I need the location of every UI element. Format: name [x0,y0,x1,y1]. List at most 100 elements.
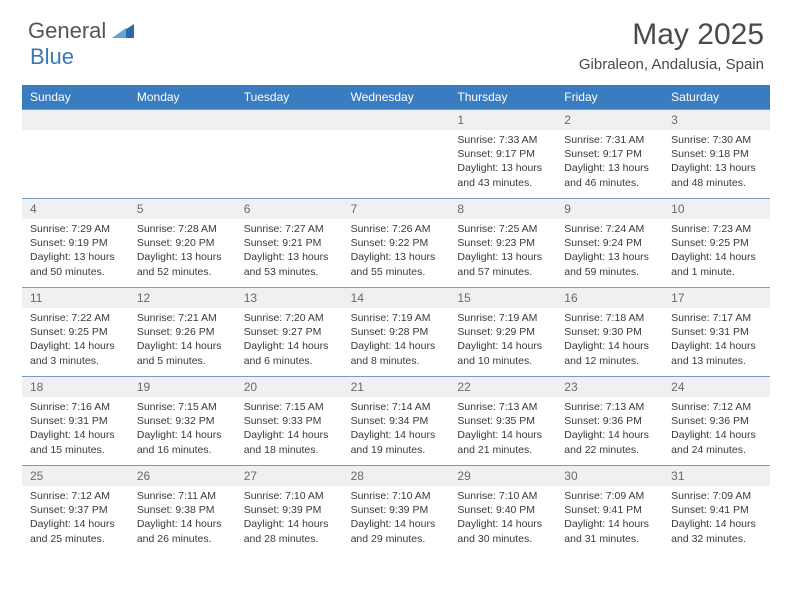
sunset-text: Sunset: 9:22 PM [351,236,442,250]
day-details: Sunrise: 7:18 AMSunset: 9:30 PMDaylight:… [556,308,663,372]
sunset-text: Sunset: 9:37 PM [30,503,121,517]
sunset-text: Sunset: 9:30 PM [564,325,655,339]
sunset-text: Sunset: 9:36 PM [671,414,762,428]
daylight-text: Daylight: 14 hours and 18 minutes. [244,428,335,456]
day-number [22,110,129,130]
day-number: 4 [22,199,129,219]
sunset-text: Sunset: 9:26 PM [137,325,228,339]
day-details: Sunrise: 7:31 AMSunset: 9:17 PMDaylight:… [556,130,663,194]
day-cell [22,110,129,198]
sunset-text: Sunset: 9:34 PM [351,414,442,428]
daylight-text: Daylight: 14 hours and 10 minutes. [457,339,548,367]
sunrise-text: Sunrise: 7:11 AM [137,489,228,503]
day-number: 24 [663,377,770,397]
day-details: Sunrise: 7:09 AMSunset: 9:41 PMDaylight:… [663,486,770,550]
sunrise-text: Sunrise: 7:16 AM [30,400,121,414]
day-number: 14 [343,288,450,308]
sunrise-text: Sunrise: 7:25 AM [457,222,548,236]
sunrise-text: Sunrise: 7:27 AM [244,222,335,236]
sunrise-text: Sunrise: 7:13 AM [564,400,655,414]
day-cell: 2Sunrise: 7:31 AMSunset: 9:17 PMDaylight… [556,110,663,198]
sunset-text: Sunset: 9:36 PM [564,414,655,428]
day-cell: 7Sunrise: 7:26 AMSunset: 9:22 PMDaylight… [343,199,450,287]
daylight-text: Daylight: 14 hours and 30 minutes. [457,517,548,545]
day-details: Sunrise: 7:21 AMSunset: 9:26 PMDaylight:… [129,308,236,372]
day-details: Sunrise: 7:15 AMSunset: 9:33 PMDaylight:… [236,397,343,461]
sunrise-text: Sunrise: 7:10 AM [244,489,335,503]
weekday-tuesday: Tuesday [236,85,343,109]
day-cell [129,110,236,198]
day-number: 8 [449,199,556,219]
day-cell: 8Sunrise: 7:25 AMSunset: 9:23 PMDaylight… [449,199,556,287]
day-number: 10 [663,199,770,219]
day-cell: 26Sunrise: 7:11 AMSunset: 9:38 PMDayligh… [129,466,236,554]
sunset-text: Sunset: 9:31 PM [30,414,121,428]
day-cell: 4Sunrise: 7:29 AMSunset: 9:19 PMDaylight… [22,199,129,287]
week-row: 25Sunrise: 7:12 AMSunset: 9:37 PMDayligh… [22,465,770,554]
sunset-text: Sunset: 9:20 PM [137,236,228,250]
day-cell: 6Sunrise: 7:27 AMSunset: 9:21 PMDaylight… [236,199,343,287]
weeks-container: 1Sunrise: 7:33 AMSunset: 9:17 PMDaylight… [22,109,770,554]
day-cell: 1Sunrise: 7:33 AMSunset: 9:17 PMDaylight… [449,110,556,198]
day-details: Sunrise: 7:20 AMSunset: 9:27 PMDaylight:… [236,308,343,372]
month-title: May 2025 [579,18,764,52]
daylight-text: Daylight: 14 hours and 15 minutes. [30,428,121,456]
daylight-text: Daylight: 14 hours and 22 minutes. [564,428,655,456]
sunrise-text: Sunrise: 7:23 AM [671,222,762,236]
day-number: 28 [343,466,450,486]
day-details: Sunrise: 7:15 AMSunset: 9:32 PMDaylight:… [129,397,236,461]
day-number: 31 [663,466,770,486]
day-number: 9 [556,199,663,219]
day-number: 5 [129,199,236,219]
day-details: Sunrise: 7:17 AMSunset: 9:31 PMDaylight:… [663,308,770,372]
daylight-text: Daylight: 13 hours and 57 minutes. [457,250,548,278]
day-number: 19 [129,377,236,397]
sunrise-text: Sunrise: 7:21 AM [137,311,228,325]
week-row: 4Sunrise: 7:29 AMSunset: 9:19 PMDaylight… [22,198,770,287]
week-row: 1Sunrise: 7:33 AMSunset: 9:17 PMDaylight… [22,109,770,198]
sunset-text: Sunset: 9:39 PM [351,503,442,517]
day-number: 20 [236,377,343,397]
daylight-text: Daylight: 14 hours and 21 minutes. [457,428,548,456]
weekday-wednesday: Wednesday [343,85,450,109]
sunset-text: Sunset: 9:17 PM [457,147,548,161]
daylight-text: Daylight: 13 hours and 52 minutes. [137,250,228,278]
day-cell: 23 Sunrise: 7:13 AMSunset: 9:36 PMDayligh… [556,377,663,465]
sunset-text: Sunset: 9:17 PM [564,147,655,161]
day-cell: 14Sunrise: 7:19 AMSunset: 9:28 PMDayligh… [343,288,450,376]
sunrise-text: Sunrise: 7:12 AM [30,489,121,503]
daylight-text: Daylight: 13 hours and 53 minutes. [244,250,335,278]
day-number: 26 [129,466,236,486]
day-cell: 22Sunrise: 7:13 AMSunset: 9:35 PMDayligh… [449,377,556,465]
sunrise-text: Sunrise: 7:15 AM [244,400,335,414]
sunrise-text: Sunrise: 7:19 AM [457,311,548,325]
day-cell: 21Sunrise: 7:14 AMSunset: 9:34 PMDayligh… [343,377,450,465]
sunrise-text: Sunrise: 7:14 AM [351,400,442,414]
sunrise-text: Sunrise: 7:09 AM [564,489,655,503]
day-number: 23 [556,377,663,397]
day-number: 3 [663,110,770,130]
day-details: Sunrise: 7:10 AMSunset: 9:39 PMDaylight:… [343,486,450,550]
sunrise-text: Sunrise: 7:19 AM [351,311,442,325]
day-details: Sunrise: 7:16 AMSunset: 9:31 PMDaylight:… [22,397,129,461]
sunset-text: Sunset: 9:21 PM [244,236,335,250]
day-number: 12 [129,288,236,308]
sunset-text: Sunset: 9:41 PM [564,503,655,517]
weekday-friday: Friday [556,85,663,109]
day-details: Sunrise: 7:28 AMSunset: 9:20 PMDaylight:… [129,219,236,283]
day-cell: 5Sunrise: 7:28 AMSunset: 9:20 PMDaylight… [129,199,236,287]
weekday-header-row: SundayMondayTuesdayWednesdayThursdayFrid… [22,85,770,109]
day-details: Sunrise: 7:25 AMSunset: 9:23 PMDaylight:… [449,219,556,283]
day-details: Sunrise: 7:12 AMSunset: 9:37 PMDaylight:… [22,486,129,550]
day-cell: 12Sunrise: 7:21 AMSunset: 9:26 PMDayligh… [129,288,236,376]
day-details: Sunrise: 7:10 AMSunset: 9:40 PMDaylight:… [449,486,556,550]
day-number: 27 [236,466,343,486]
sunset-text: Sunset: 9:29 PM [457,325,548,339]
sunrise-text: Sunrise: 7:18 AM [564,311,655,325]
sunrise-text: Sunrise: 7:12 AM [671,400,762,414]
day-details: Sunrise: 7:26 AMSunset: 9:22 PMDaylight:… [343,219,450,283]
day-number: 1 [449,110,556,130]
daylight-text: Daylight: 14 hours and 5 minutes. [137,339,228,367]
day-details: Sunrise: 7:10 AMSunset: 9:39 PMDaylight:… [236,486,343,550]
sunset-text: Sunset: 9:39 PM [244,503,335,517]
